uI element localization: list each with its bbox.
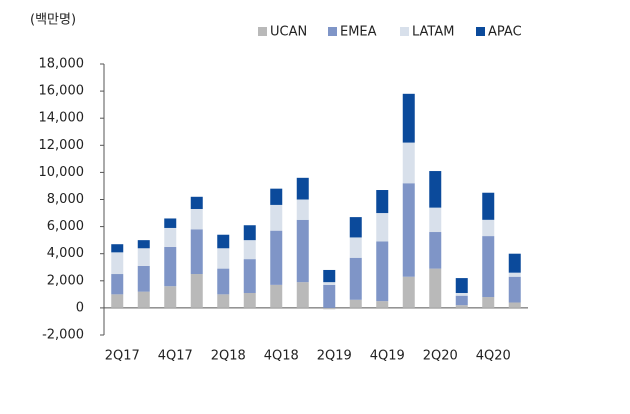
legend-swatch bbox=[328, 27, 337, 36]
bar-segment bbox=[111, 294, 124, 308]
bar-segment bbox=[270, 188, 283, 205]
y-tick-label: 8,000 bbox=[47, 192, 84, 207]
bar-segment bbox=[296, 219, 309, 283]
legend-label: UCAN bbox=[270, 25, 307, 40]
y-tick-label: 14,000 bbox=[39, 111, 85, 126]
y-tick-label: 18,000 bbox=[39, 57, 85, 72]
bar-segment bbox=[164, 286, 177, 308]
bar-segment bbox=[270, 204, 283, 231]
bar-segment bbox=[482, 219, 495, 237]
bar-segment bbox=[296, 199, 309, 220]
x-tick-label: 4Q18 bbox=[264, 349, 299, 364]
bar-segment bbox=[508, 302, 521, 308]
y-tick-label: 2,000 bbox=[47, 273, 84, 288]
bar-segment bbox=[217, 234, 230, 249]
bar-segment bbox=[455, 278, 468, 293]
bar-segment bbox=[111, 274, 124, 295]
legend-label: LATAM bbox=[412, 25, 454, 40]
bar-segment bbox=[349, 217, 362, 238]
bar-segment bbox=[190, 196, 203, 209]
bar-segment bbox=[190, 229, 203, 275]
bar-segment bbox=[217, 268, 230, 295]
bar-segment bbox=[455, 295, 468, 306]
bar-segment bbox=[482, 297, 495, 308]
bar-segment bbox=[323, 269, 336, 283]
bar-segment bbox=[402, 93, 415, 143]
bar-segment bbox=[482, 236, 495, 298]
bar-segment bbox=[455, 305, 468, 308]
bar-segment bbox=[323, 282, 336, 285]
bar-segment bbox=[296, 282, 309, 308]
bar-segment bbox=[349, 299, 362, 308]
bar-segment bbox=[482, 192, 495, 220]
bar-segment bbox=[137, 291, 150, 308]
bar-segment bbox=[243, 259, 256, 293]
bar-segment bbox=[217, 294, 230, 308]
x-tick-label: 4Q20 bbox=[476, 349, 511, 364]
bar-segment bbox=[243, 240, 256, 260]
bar-segment bbox=[164, 246, 177, 287]
bar-segment bbox=[402, 276, 415, 308]
legend-swatch bbox=[400, 27, 409, 36]
bar-segment bbox=[137, 265, 150, 292]
y-tick-label: 12,000 bbox=[39, 138, 85, 153]
y-tick-label: 16,000 bbox=[39, 84, 85, 99]
legend-swatch bbox=[476, 27, 485, 36]
y-tick-label: 10,000 bbox=[39, 165, 85, 180]
bar-segment bbox=[296, 177, 309, 200]
bar-segment bbox=[402, 183, 415, 277]
bar-segment bbox=[323, 284, 336, 308]
bar-segment bbox=[455, 292, 468, 296]
bar-segment bbox=[429, 232, 442, 269]
y-tick-label: 6,000 bbox=[47, 219, 84, 234]
bar-segment bbox=[111, 244, 124, 253]
x-tick-label: 2Q18 bbox=[211, 349, 246, 364]
bar-segment bbox=[190, 274, 203, 308]
x-tick-label: 4Q19 bbox=[370, 349, 405, 364]
legend-swatch bbox=[258, 27, 267, 36]
x-tick-label: 2Q20 bbox=[423, 349, 458, 364]
bar-segment bbox=[243, 225, 256, 241]
bar-segment bbox=[137, 240, 150, 249]
legend-label: APAC bbox=[488, 25, 522, 40]
unit-label: (백만명) bbox=[30, 13, 76, 28]
bar-segment bbox=[137, 248, 150, 266]
bar-segment bbox=[402, 142, 415, 184]
bar-segment bbox=[349, 237, 362, 258]
legend-label: EMEA bbox=[340, 25, 377, 40]
y-tick-label: -2,000 bbox=[42, 328, 84, 343]
bar-segment bbox=[429, 171, 442, 208]
x-tick-label: 4Q17 bbox=[158, 349, 193, 364]
bar-segment bbox=[270, 230, 283, 285]
y-tick-label: 0 bbox=[76, 300, 84, 315]
bar-segment bbox=[508, 276, 521, 303]
bar-segment bbox=[429, 268, 442, 308]
y-tick-label: 4,000 bbox=[47, 246, 84, 261]
bar-segment bbox=[111, 252, 124, 275]
bar-segment bbox=[323, 307, 336, 310]
bar-segment bbox=[508, 272, 521, 277]
x-tick-label: 2Q19 bbox=[317, 349, 352, 364]
bar-segment bbox=[429, 207, 442, 233]
bar-segment bbox=[164, 227, 177, 247]
bar-segment bbox=[376, 301, 389, 308]
bar-segment bbox=[164, 218, 177, 228]
bar-segment bbox=[243, 292, 256, 308]
bar-segment bbox=[376, 241, 389, 302]
bar-segment bbox=[376, 190, 389, 214]
x-tick-label: 2Q17 bbox=[105, 349, 140, 364]
bar-segment bbox=[508, 253, 521, 273]
bar-segment bbox=[376, 213, 389, 242]
bar-segment bbox=[349, 257, 362, 300]
bar-segment bbox=[217, 248, 230, 269]
bar-segment bbox=[190, 208, 203, 230]
bar-segment bbox=[270, 284, 283, 308]
